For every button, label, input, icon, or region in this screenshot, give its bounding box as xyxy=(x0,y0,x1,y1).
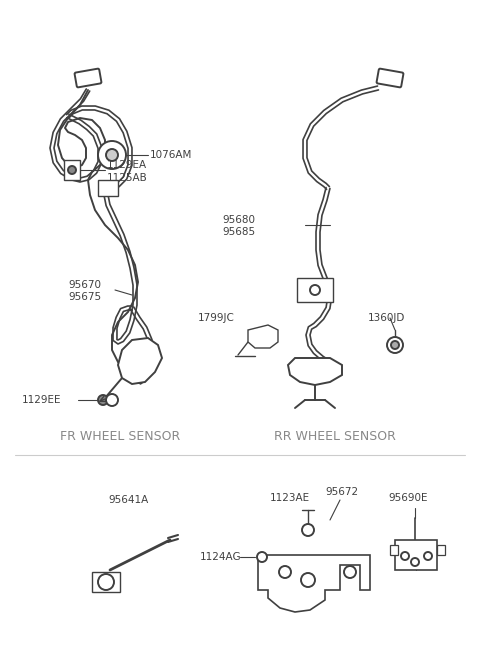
Text: 1125AB: 1125AB xyxy=(107,173,148,183)
Circle shape xyxy=(424,552,432,560)
Circle shape xyxy=(302,524,314,536)
Text: 1360JD: 1360JD xyxy=(368,313,406,323)
Circle shape xyxy=(401,552,409,560)
Text: 95641A: 95641A xyxy=(108,495,148,505)
Circle shape xyxy=(106,149,118,161)
Circle shape xyxy=(344,566,356,578)
Circle shape xyxy=(68,166,76,174)
Circle shape xyxy=(257,552,267,562)
Polygon shape xyxy=(118,338,162,384)
FancyBboxPatch shape xyxy=(74,69,101,87)
Circle shape xyxy=(391,341,399,349)
Circle shape xyxy=(98,395,108,405)
Text: FR WHEEL SENSOR: FR WHEEL SENSOR xyxy=(60,430,180,443)
Circle shape xyxy=(411,558,419,566)
Text: 1129EA: 1129EA xyxy=(107,160,147,170)
Bar xyxy=(98,180,118,196)
Bar xyxy=(437,545,445,555)
Bar xyxy=(64,160,80,180)
Polygon shape xyxy=(248,325,278,348)
Circle shape xyxy=(301,573,315,587)
Bar xyxy=(92,572,120,592)
Text: 95680: 95680 xyxy=(222,215,255,225)
Circle shape xyxy=(387,337,403,353)
Text: 95690E: 95690E xyxy=(388,493,428,503)
Text: 1124AG: 1124AG xyxy=(200,552,241,562)
Text: 1076AM: 1076AM xyxy=(150,150,192,160)
Circle shape xyxy=(106,394,118,406)
Circle shape xyxy=(310,285,320,295)
Text: RR WHEEL SENSOR: RR WHEEL SENSOR xyxy=(274,430,396,443)
Bar xyxy=(297,278,333,302)
Circle shape xyxy=(98,574,114,590)
Polygon shape xyxy=(288,358,342,385)
Circle shape xyxy=(279,566,291,578)
Text: 95672: 95672 xyxy=(325,487,358,497)
Polygon shape xyxy=(258,555,370,612)
Text: 1129EE: 1129EE xyxy=(22,395,61,405)
FancyBboxPatch shape xyxy=(377,69,403,87)
Text: 95675: 95675 xyxy=(68,292,101,302)
Text: 95685: 95685 xyxy=(222,227,255,237)
Bar xyxy=(395,540,437,570)
Text: 95670: 95670 xyxy=(68,280,101,290)
Bar xyxy=(390,545,398,555)
Text: 1123AE: 1123AE xyxy=(270,493,310,503)
Circle shape xyxy=(98,141,126,169)
Text: 1799JC: 1799JC xyxy=(198,313,235,323)
